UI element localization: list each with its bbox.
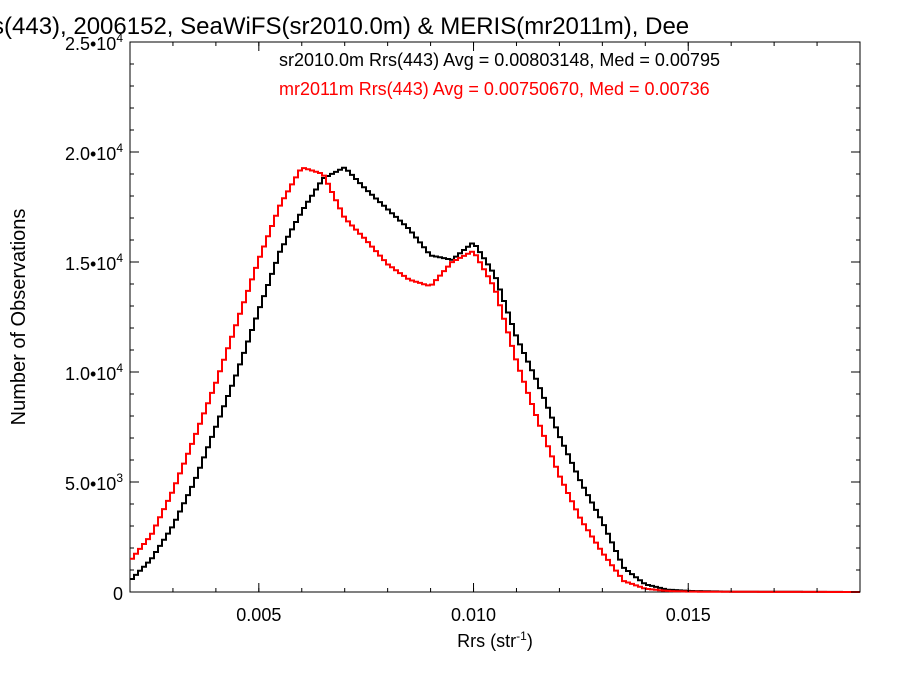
annotation-black-stats: sr2010.0m Rrs(443) Avg = 0.00803148, Med… (279, 50, 720, 70)
x-tick-label: 0.005 (236, 605, 281, 625)
annotation-red-stats: mr2011m Rrs(443) Avg = 0.00750670, Med =… (279, 79, 710, 99)
plot-frame (129, 41, 861, 593)
y-tick-label: 2.5•104 (65, 31, 123, 54)
y-tick-label: 2.0•104 (65, 141, 123, 164)
y-tick-label: 1.5•104 (65, 251, 123, 274)
y-tick-label: 1.0•104 (65, 361, 123, 384)
x-axis-label: Rrs (str-1) (457, 629, 533, 651)
y-tick-label: 0 (113, 584, 123, 604)
series-layer (130, 166, 860, 593)
y-axis-label: Number of Observations (8, 209, 30, 426)
series-line-sr2010.0m (130, 166, 860, 593)
x-tick-label: 0.015 (666, 605, 711, 625)
chart-title: s(443), 2006152, SeaWiFS(sr2010.0m) & ME… (0, 13, 689, 40)
x-tick-label: 0.010 (451, 605, 496, 625)
ticks-layer: 0.005 0.010 0.015 0 5.0•103 1.0•104 1.5•104 2.0… (65, 31, 861, 625)
series-line-mr2011m (130, 167, 860, 593)
y-tick-label: 5.0•103 (65, 471, 123, 494)
